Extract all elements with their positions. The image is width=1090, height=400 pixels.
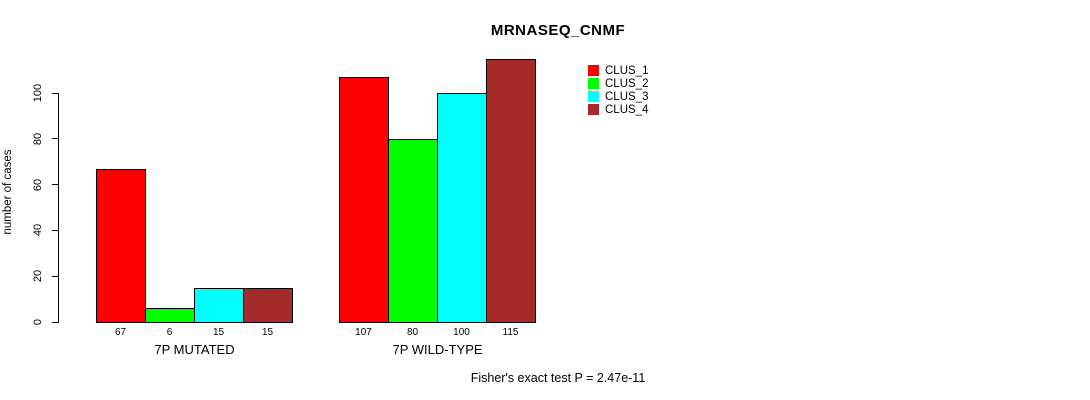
- bar-clus_1-group2: [339, 77, 389, 323]
- legend-swatch-clus_3: [588, 91, 599, 102]
- y-tick-mark: [52, 275, 58, 277]
- y-tick-mark: [52, 138, 58, 140]
- x-group-label: 7P MUTATED: [154, 342, 235, 357]
- bar-clus_3-group1: [194, 288, 244, 323]
- stat-annotation: Fisher's exact test P = 2.47e-11: [470, 371, 646, 385]
- legend-swatch-clus_4: [588, 104, 599, 115]
- y-axis-label: number of cases: [2, 149, 14, 235]
- chart-title: MRNASEQ_CNMF: [490, 22, 626, 39]
- legend-label: CLUS_1: [605, 64, 649, 77]
- bar-value-label: 15: [261, 327, 274, 338]
- y-tick-mark: [52, 184, 58, 186]
- bar-clus_4-group1: [243, 288, 293, 323]
- y-axis-line: [58, 93, 59, 323]
- legend: CLUS_1 CLUS_2 CLUS_3 CLUS_4: [588, 64, 648, 116]
- bar-value-label: 80: [406, 327, 419, 338]
- bar-value-label: 6: [166, 327, 173, 338]
- legend-row: CLUS_4: [588, 103, 648, 116]
- y-tick-label: 100: [32, 83, 44, 103]
- bar-value-label: 107: [355, 327, 372, 338]
- x-group-label: 7P WILD-TYPE: [392, 342, 483, 357]
- bar-clus_1-group1: [96, 169, 146, 323]
- y-tick-mark: [52, 229, 58, 231]
- legend-row: CLUS_2: [588, 77, 648, 90]
- bar-value-label: 100: [453, 327, 470, 338]
- legend-label: CLUS_2: [605, 77, 649, 90]
- bar-clus_2-group1: [145, 308, 195, 323]
- legend-swatch-clus_2: [588, 78, 599, 89]
- y-tick-mark: [52, 321, 58, 323]
- bar-value-label: 67: [114, 327, 127, 338]
- legend-label: CLUS_3: [605, 90, 649, 103]
- y-tick-mark: [52, 92, 58, 94]
- legend-swatch-clus_1: [588, 65, 599, 76]
- bar-value-label: 15: [212, 327, 225, 338]
- legend-label: CLUS_4: [605, 103, 649, 116]
- bar-value-label: 115: [502, 327, 519, 338]
- legend-row: CLUS_3: [588, 90, 648, 103]
- bar-clus_3-group2: [437, 93, 487, 323]
- legend-row: CLUS_1: [588, 64, 648, 77]
- bar-clus_4-group2: [486, 59, 536, 323]
- bar-clus_2-group2: [388, 139, 438, 323]
